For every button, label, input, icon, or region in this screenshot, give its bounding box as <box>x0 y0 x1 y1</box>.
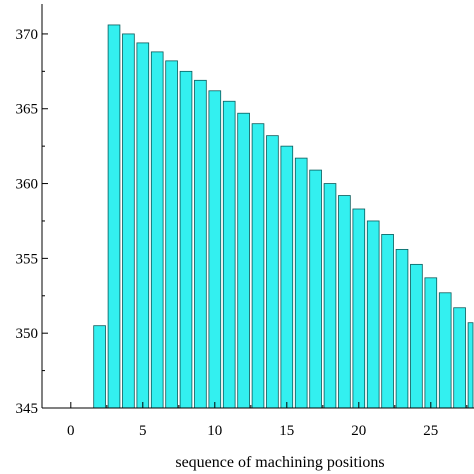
bar-12 <box>237 112 250 409</box>
bar-20 <box>352 208 366 409</box>
bar-2 <box>93 325 106 409</box>
x-tick-label: 25 <box>423 423 438 439</box>
x-axis-title: sequence of machining positions <box>175 454 384 471</box>
bar-26 <box>438 292 452 409</box>
bar-22 <box>381 234 394 409</box>
bar-15 <box>280 145 294 409</box>
bar-6 <box>150 51 164 409</box>
y-tick-label: 355 <box>16 251 39 267</box>
bar-8 <box>179 70 193 409</box>
bar-13 <box>251 123 265 409</box>
x-tick-label: 15 <box>279 423 294 439</box>
bar-3 <box>107 24 121 409</box>
bar-24 <box>410 263 423 409</box>
x-tick-label: 5 <box>139 423 147 439</box>
bar-10 <box>208 90 222 409</box>
ticks-layer: 345 350 355 360 365 370 0 5 10 15 20 25 <box>16 27 468 439</box>
y-tick-label: 345 <box>16 401 39 417</box>
bar-11 <box>222 100 236 409</box>
bar-25 <box>424 277 438 409</box>
x-tick-label: 10 <box>207 423 222 439</box>
bars-layer <box>93 24 474 409</box>
bar-9 <box>194 79 207 409</box>
y-tick-label: 350 <box>16 326 39 342</box>
bar-23 <box>395 248 409 409</box>
bar-16 <box>294 157 308 409</box>
bar-17 <box>309 169 322 409</box>
bar-4 <box>122 33 135 409</box>
bar-5 <box>136 42 150 409</box>
x-tick-label: 0 <box>67 423 75 439</box>
y-tick-label: 360 <box>16 177 39 193</box>
bar-28 <box>467 322 474 409</box>
bar-7 <box>165 60 178 409</box>
y-tick-label: 370 <box>16 27 39 43</box>
x-tick-label: 20 <box>351 423 366 439</box>
y-tick-label: 365 <box>16 102 39 118</box>
bar-14 <box>266 135 279 409</box>
bar-19 <box>338 195 351 409</box>
bar-27 <box>453 307 466 409</box>
bar-21 <box>366 220 380 409</box>
bar-18 <box>323 183 337 409</box>
